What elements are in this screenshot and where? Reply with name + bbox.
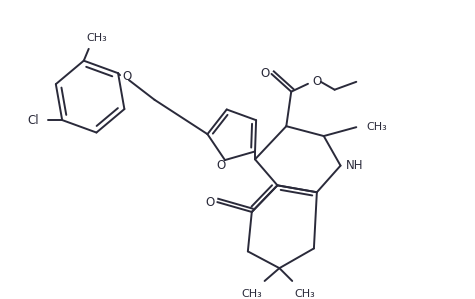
Text: O: O — [217, 159, 226, 173]
Text: O: O — [122, 70, 132, 83]
Text: CH₃: CH₃ — [366, 122, 387, 132]
Text: O: O — [206, 196, 215, 209]
Text: O: O — [312, 75, 322, 88]
Text: CH₃: CH₃ — [86, 33, 107, 43]
Text: O: O — [260, 68, 269, 80]
Text: CH₃: CH₃ — [241, 289, 262, 299]
Text: Cl: Cl — [27, 114, 38, 126]
Text: CH₃: CH₃ — [294, 289, 315, 299]
Text: NH: NH — [346, 159, 363, 172]
